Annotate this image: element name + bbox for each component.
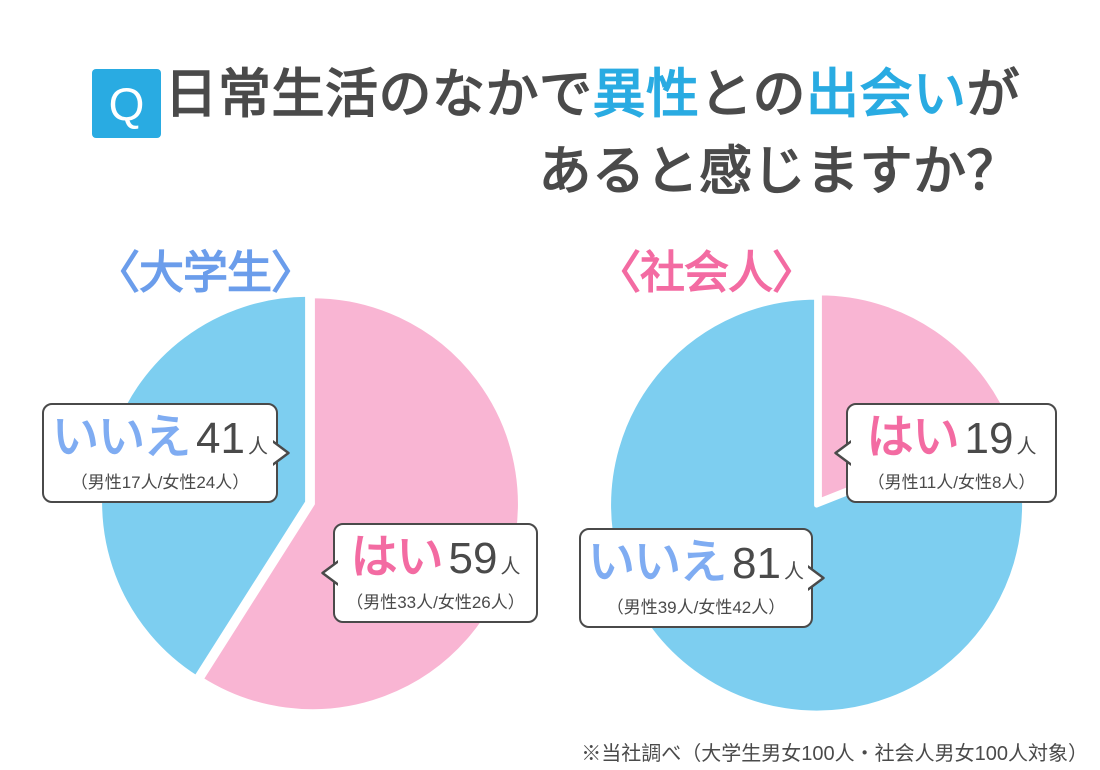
title-segment: 日常生活のなかで — [164, 65, 593, 124]
gender-breakdown: （男性17人/女性24人） — [70, 473, 250, 492]
title-line-2: あると感じますか？ — [538, 142, 1020, 201]
callout-pointer-icon — [808, 565, 825, 591]
chart-label-students: 〈大学生〉 — [95, 247, 316, 298]
chart-label-workers: 〈社会人〉 — [596, 247, 817, 298]
callout-students-yes: はい 59 人 （男性33人/女性26人） — [321, 523, 538, 623]
callout-workers-no: いいえ 81 人 （男性39人/女性42人） — [579, 528, 825, 628]
answer-count: 59 — [448, 534, 498, 583]
callout-workers-yes: はい 19 人 （男性11人/女性8人） — [834, 403, 1057, 503]
answer-label: いいえ — [588, 535, 727, 588]
answer-count: 19 — [964, 414, 1014, 463]
callout-students-no: いいえ 41 人 （男性17人/女性24人） — [42, 403, 290, 503]
count-unit: 人 — [1016, 436, 1037, 458]
gender-breakdown: （男性11人/女性8人） — [867, 473, 1036, 492]
title-segment: との — [699, 65, 806, 124]
title-line-1: 日常生活のなかで異性との出会いが — [165, 56, 1020, 133]
answer-count: 81 — [732, 539, 781, 588]
source-note: ※当社調べ（大学生男女100人・社会人男女100人対象） — [581, 743, 1088, 765]
answer-count: 41 — [196, 414, 245, 463]
title-segment: 異性 — [592, 65, 700, 124]
count-unit: 人 — [500, 556, 521, 578]
page-title: 日常生活のなかで異性との出会いが あると感じますか？ — [165, 56, 1020, 210]
question-badge: Q — [92, 69, 161, 138]
count-unit: 人 — [783, 561, 804, 583]
callout-pointer-icon — [834, 440, 851, 466]
title-segment: が — [966, 65, 1020, 124]
count-unit: 人 — [247, 436, 268, 458]
callout-pointer-icon — [273, 440, 290, 466]
gender-breakdown: （男性39人/女性42人） — [606, 598, 786, 617]
title-segment: 出会い — [806, 65, 967, 124]
callout-pointer-icon — [321, 560, 338, 586]
gender-breakdown: （男性33人/女性26人） — [346, 593, 525, 612]
pie-chart-workers — [606, 290, 1028, 716]
answer-label: はい — [866, 410, 960, 463]
answer-label: いいえ — [52, 410, 191, 463]
answer-label: はい — [350, 530, 444, 583]
pie-chart-students — [97, 291, 523, 715]
